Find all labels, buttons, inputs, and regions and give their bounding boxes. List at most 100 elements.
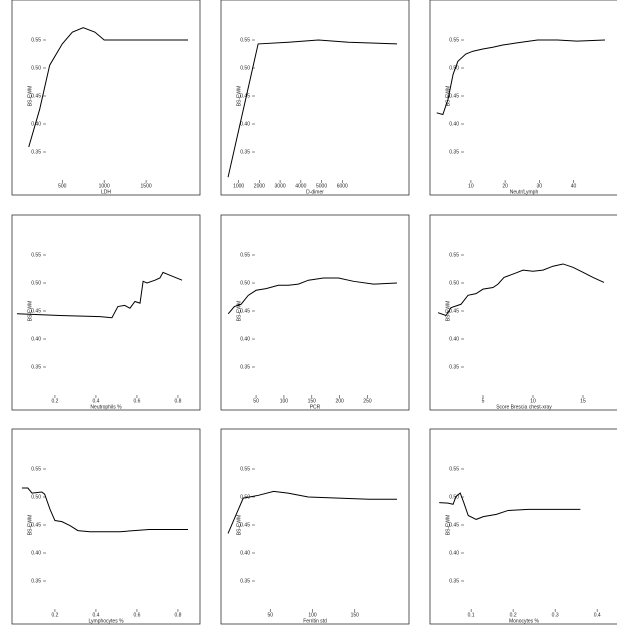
x-tick-label: 250: [363, 398, 372, 404]
y-tick-label: 0.45: [31, 308, 41, 314]
y-axis-label: BS-EWM: [236, 301, 242, 322]
y-tick-label: 0.50: [449, 65, 459, 71]
x-tick-label: 200: [335, 398, 344, 404]
y-tick-label: 0.40: [31, 550, 41, 556]
x-tick-label: 0.4: [92, 612, 99, 618]
data-line: [436, 39, 605, 116]
y-tick-label: 0.35: [31, 364, 41, 370]
panel-frame: [11, 0, 201, 196]
y-axis-label: BS-EWM: [236, 515, 242, 536]
x-tick-label: 0.3: [552, 612, 559, 618]
panel-frame: [220, 0, 410, 196]
x-tick-label: 2000: [254, 183, 265, 189]
x-tick-label: 1500: [141, 183, 152, 189]
y-tick-label: 0.45: [31, 522, 41, 528]
x-axis-label: Lymphocytes %: [88, 618, 124, 624]
y-axis-label: BS-EWM: [236, 86, 242, 107]
y-tick-label: 0.35: [449, 364, 459, 370]
panel-frame: [429, 214, 617, 411]
x-tick-label: 50: [267, 612, 273, 618]
y-tick-label: 0.35: [240, 364, 250, 370]
x-tick-label: 10: [468, 183, 474, 189]
y-axis-label: BS-EWM: [445, 515, 451, 536]
y-tick-label: 0.40: [240, 121, 250, 127]
x-tick-label: 20: [502, 183, 508, 189]
y-tick-label: 0.45: [240, 522, 250, 528]
x-tick-label: 0.6: [133, 398, 140, 404]
x-tick-label: 5: [482, 398, 485, 404]
y-tick-label: 0.45: [31, 93, 41, 99]
y-tick-label: 0.55: [31, 466, 41, 472]
x-tick-label: 10: [530, 398, 536, 404]
y-tick-label: 0.45: [449, 93, 459, 99]
x-tick-label: 0.4: [594, 612, 601, 618]
y-tick-label: 0.55: [31, 37, 41, 43]
x-axis-label: LDH: [101, 189, 111, 195]
panel: 0.35 0.40 0.45 0.50 0.55 500 1000 1500 LDH BS-EWM: [11, 0, 201, 196]
panel-frame: [11, 214, 201, 411]
data-line: [16, 271, 183, 319]
y-tick-label: 0.55: [240, 466, 250, 472]
x-axis-label: Ferritin std: [303, 618, 327, 624]
x-tick-label: 150: [308, 398, 317, 404]
panel-frame: [11, 428, 201, 625]
x-tick-label: 0.8: [174, 612, 181, 618]
y-tick-label: 0.40: [31, 121, 41, 127]
x-tick-label: 0.6: [133, 612, 140, 618]
y-axis-label: BS-EWM: [27, 86, 33, 107]
x-tick-label: 100: [280, 398, 289, 404]
y-tick-label: 0.40: [31, 336, 41, 342]
y-tick-label: 0.50: [449, 494, 459, 500]
y-tick-label: 0.55: [240, 37, 250, 43]
data-line: [28, 27, 188, 148]
x-axis-label: Neutrophils %: [90, 404, 122, 410]
y-tick-label: 0.55: [240, 252, 250, 258]
data-line: [21, 487, 188, 533]
y-tick-label: 0.40: [240, 550, 250, 556]
x-tick-label: 0.2: [510, 612, 517, 618]
x-tick-label: 6000: [337, 183, 348, 189]
data-line: [439, 492, 581, 520]
x-tick-label: 100: [308, 612, 317, 618]
x-tick-label: 1000: [99, 183, 110, 189]
y-tick-label: 0.45: [449, 308, 459, 314]
y-tick-label: 0.50: [31, 280, 41, 286]
y-tick-label: 0.50: [449, 280, 459, 286]
y-tick-label: 0.55: [31, 252, 41, 258]
panel: 0.35 0.40 0.45 0.50 0.55 0.2 0.4 0.6 0.8 Lymphocy…: [11, 428, 201, 625]
panel-frame: [429, 0, 617, 196]
x-tick-label: 4000: [295, 183, 306, 189]
x-axis-label: Score Brescia chest-xray: [496, 404, 552, 410]
y-tick-label: 0.50: [31, 65, 41, 71]
y-tick-label: 0.45: [240, 308, 250, 314]
y-tick-label: 0.35: [240, 578, 250, 584]
y-tick-label: 0.35: [449, 149, 459, 155]
x-tick-label: 5000: [316, 183, 327, 189]
data-line: [227, 277, 398, 315]
x-axis-label: D-dimer: [306, 189, 324, 195]
x-tick-label: 0.4: [92, 398, 99, 404]
y-tick-label: 0.50: [240, 65, 250, 71]
x-tick-label: 0.1: [468, 612, 475, 618]
y-tick-label: 0.35: [31, 149, 41, 155]
y-tick-label: 0.55: [449, 252, 459, 258]
y-tick-label: 0.45: [240, 93, 250, 99]
panel-frame: [220, 428, 410, 625]
y-tick-label: 0.40: [240, 336, 250, 342]
x-axis-label: PCR: [310, 404, 321, 410]
panel: 0.35 0.40 0.45 0.50 0.55 0.2 0.4 0.6 0.8 Neutroph…: [11, 214, 201, 411]
y-tick-label: 0.40: [449, 550, 459, 556]
x-tick-label: 0.8: [174, 398, 181, 404]
y-tick-label: 0.55: [449, 466, 459, 472]
x-tick-label: 30: [537, 183, 543, 189]
panel-frame: [220, 214, 410, 411]
x-tick-label: 15: [580, 398, 586, 404]
x-tick-label: 3000: [275, 183, 286, 189]
x-tick-label: 0.2: [51, 398, 58, 404]
y-tick-label: 0.35: [240, 149, 250, 155]
x-tick-label: 40: [571, 183, 577, 189]
x-tick-label: 0.2: [51, 612, 58, 618]
